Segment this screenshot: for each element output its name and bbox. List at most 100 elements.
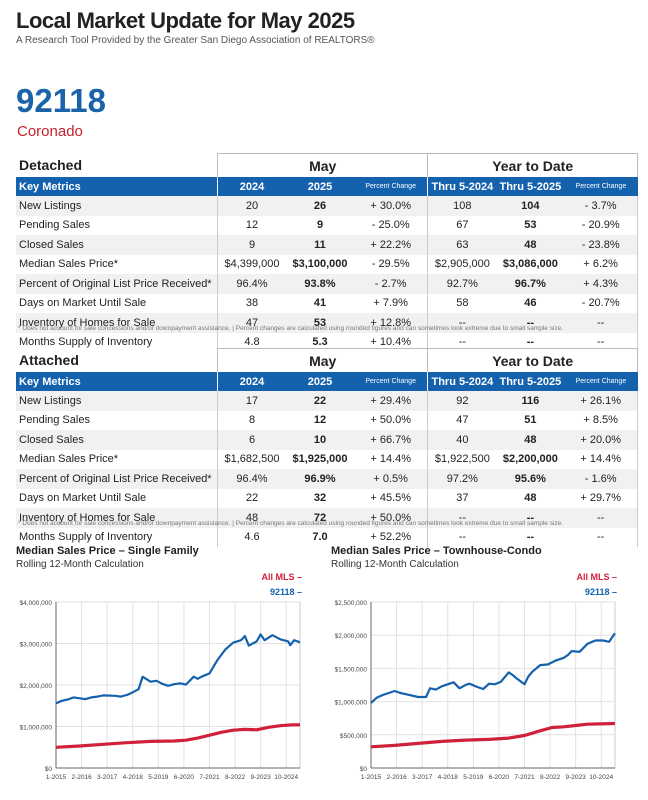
detached-metrics-table: Detached May Year to Date Key Metrics 2024… bbox=[16, 153, 639, 352]
metric-value: 53 bbox=[286, 313, 354, 333]
metric-value: + 4.3% bbox=[564, 274, 639, 294]
metric-value: 47 bbox=[427, 410, 497, 430]
legend-all-mls: All MLS – bbox=[261, 572, 302, 582]
x-tick-label: 7-2021 bbox=[199, 774, 220, 781]
metric-value: 7.0 bbox=[312, 531, 328, 544]
metric-value: 95.6% bbox=[496, 469, 565, 489]
x-tick-label: 9-2023 bbox=[251, 774, 272, 781]
metric-value: 12 bbox=[217, 215, 286, 235]
metric-value: 11 bbox=[286, 235, 354, 255]
chart-subtitle: Rolling 12-Month Calculation bbox=[331, 559, 459, 570]
table-row: Inventory of Homes for Sale 48 72 + 50.0% --… bbox=[16, 508, 639, 528]
metric-value: 4.8 bbox=[217, 332, 286, 352]
metric-value: 96.4% bbox=[217, 274, 286, 294]
y-tick-label: $2,000,000 bbox=[19, 683, 52, 690]
metric-value: -- bbox=[564, 313, 639, 333]
metric-value: - 23.8% bbox=[564, 235, 639, 255]
metric-value: 93.8% bbox=[286, 274, 354, 294]
chart-title: Median Sales Price – Single Family bbox=[16, 545, 199, 557]
x-tick-label: 4-2018 bbox=[123, 774, 144, 781]
x-tick-label: 9-2023 bbox=[566, 774, 587, 781]
group-header-ytd: Year to Date bbox=[427, 348, 638, 372]
y-tick-label: $500,000 bbox=[340, 733, 367, 740]
metric-value: 38 bbox=[217, 293, 286, 313]
column-header: Thru 5-2024 bbox=[427, 372, 497, 391]
x-tick-label: 5-2019 bbox=[463, 774, 484, 781]
metric-value: -- bbox=[427, 313, 497, 333]
metric-value: - 1.6% bbox=[564, 469, 639, 489]
table-row: Days on Market Until Sale 22 32 + 45.5% 37 48… bbox=[16, 488, 639, 508]
metric-value: 72 bbox=[286, 508, 354, 528]
column-header: Thru 5-2025 bbox=[496, 177, 565, 196]
metric-value: - 20.9% bbox=[564, 215, 639, 235]
page-title: Local Market Update for May 2025 bbox=[16, 8, 355, 33]
group-header-ytd: Year to Date bbox=[427, 153, 638, 177]
metric-value: $2,905,000 bbox=[427, 254, 497, 274]
y-tick-label: $1,500,000 bbox=[334, 666, 367, 673]
metric-value: 41 bbox=[313, 297, 327, 310]
metric-label: Inventory of Homes for Sale bbox=[16, 508, 218, 528]
townhouse-condo-price-chart: Median Sales Price – Townhouse-Condo Rol… bbox=[331, 545, 631, 795]
column-header: 2025 bbox=[286, 177, 354, 196]
metric-value: 17 bbox=[217, 391, 286, 411]
metric-value: + 45.5% bbox=[370, 492, 412, 505]
chart-subtitle: Rolling 12-Month Calculation bbox=[16, 559, 144, 570]
metric-value: 58 bbox=[427, 293, 497, 313]
metric-value: -- bbox=[427, 508, 497, 528]
table-row: Median Sales Price* $1,682,500 $1,925,000 +… bbox=[16, 449, 639, 469]
metric-value: -- bbox=[564, 332, 639, 352]
column-header: Percent Change bbox=[564, 177, 638, 196]
metric-label: Pending Sales bbox=[19, 414, 90, 427]
metric-value: - 20.7% bbox=[564, 293, 639, 313]
metric-value: 46 bbox=[524, 297, 537, 310]
metric-value: -- bbox=[427, 332, 497, 352]
legend-label: All MLS bbox=[576, 572, 610, 582]
metric-label: Closed Sales bbox=[16, 430, 218, 450]
attached-metrics-table: Attached May Year to Date Key Metrics 2024… bbox=[16, 348, 639, 547]
x-tick-label: 3-2017 bbox=[97, 774, 118, 781]
metric-value: 51 bbox=[524, 414, 537, 427]
metric-value: 108 bbox=[427, 196, 497, 216]
metric-value: 92 bbox=[427, 391, 497, 411]
metric-value: - 3.7% bbox=[564, 196, 639, 216]
metric-value: 22 bbox=[217, 488, 286, 508]
x-tick-label: 3-2017 bbox=[412, 774, 433, 781]
metric-value: 67 bbox=[427, 215, 497, 235]
metric-value: 48 bbox=[496, 235, 565, 255]
metric-value: $1,925,000 bbox=[292, 453, 348, 466]
metric-label: Inventory of Homes for Sale bbox=[16, 313, 218, 333]
metric-label: New Listings bbox=[16, 391, 218, 411]
metric-value: + 30.0% bbox=[354, 196, 428, 216]
section-title: Detached bbox=[19, 157, 83, 174]
chart-title: Median Sales Price – Townhouse-Condo bbox=[331, 545, 542, 557]
metric-value: + 7.9% bbox=[373, 297, 408, 310]
metric-value: -- bbox=[564, 508, 639, 528]
x-tick-label: 10-2024 bbox=[274, 774, 298, 781]
x-tick-label: 1-2015 bbox=[46, 774, 67, 781]
series-line-92118 bbox=[55, 633, 301, 705]
metric-value: 4.6 bbox=[217, 527, 286, 547]
legend-92118: 92118 – bbox=[269, 587, 302, 597]
metric-value: + 10.4% bbox=[370, 336, 412, 349]
metric-value: - 29.5% bbox=[371, 258, 410, 271]
x-tick-label: 2-2016 bbox=[386, 774, 407, 781]
metric-label: Pending Sales bbox=[19, 219, 90, 232]
metric-label: Median Sales Price* bbox=[19, 453, 119, 466]
metric-value: 96.7% bbox=[496, 274, 565, 294]
metric-value: + 26.1% bbox=[564, 391, 639, 411]
metric-value: 37 bbox=[427, 488, 497, 508]
city-name: Coronado bbox=[17, 123, 83, 140]
legend-92118: 92118 – bbox=[584, 587, 617, 597]
table-row: New Listings 17 22 + 29.4% 92 116 + 26.1% bbox=[16, 391, 639, 411]
chart-plot: $0 $1,000,000 $2,000,000 $3,000,000 $4,000,0… bbox=[19, 600, 301, 781]
metric-value: + 29.7% bbox=[564, 488, 639, 508]
metric-value: 9 bbox=[217, 235, 286, 255]
metric-label: Median Sales Price* bbox=[19, 258, 119, 271]
group-header-may: May bbox=[216, 348, 429, 372]
metric-value: 48 bbox=[217, 508, 286, 528]
detached-footnote: * Does not account for sale concessions … bbox=[18, 325, 564, 332]
metric-value: + 6.2% bbox=[564, 254, 639, 274]
y-tick-label: $4,000,000 bbox=[19, 600, 52, 607]
x-tick-label: 4-2018 bbox=[438, 774, 459, 781]
column-header: 2024 bbox=[217, 177, 286, 196]
